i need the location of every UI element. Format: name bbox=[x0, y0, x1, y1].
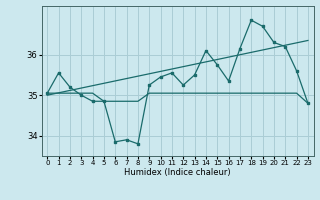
X-axis label: Humidex (Indice chaleur): Humidex (Indice chaleur) bbox=[124, 168, 231, 177]
